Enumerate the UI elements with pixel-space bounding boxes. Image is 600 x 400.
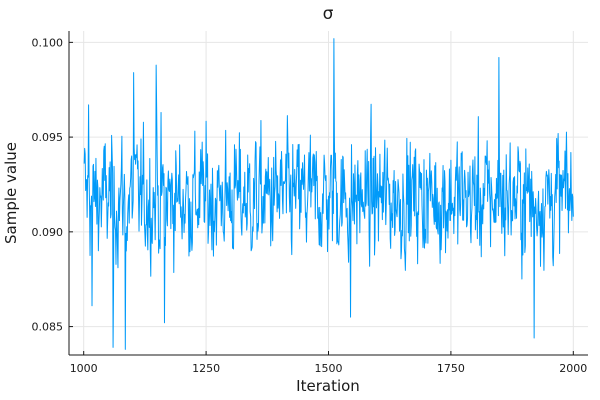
x-tick-label: 1000 xyxy=(70,362,98,375)
series-group xyxy=(83,38,574,350)
y-tick-label: 0.085 xyxy=(32,321,64,334)
y-axis-title: Sample value xyxy=(2,142,20,244)
x-axis-title: Iteration xyxy=(296,377,360,395)
axes xyxy=(68,31,588,356)
x-tick-label: 2000 xyxy=(559,362,587,375)
y-tick-label: 0.100 xyxy=(32,36,64,49)
y-tick-label: 0.095 xyxy=(32,131,64,144)
chart-title: σ xyxy=(323,4,334,24)
tick-labels: 1000 1250 1500 1750 2000 0.085 0.090 0.095 0.100 xyxy=(32,36,588,375)
x-tick-label: 1500 xyxy=(315,362,343,375)
series-line xyxy=(83,38,574,350)
x-tick-label: 1750 xyxy=(437,362,465,375)
x-tick-label: 1250 xyxy=(192,362,220,375)
y-tick-label: 0.090 xyxy=(32,226,64,239)
